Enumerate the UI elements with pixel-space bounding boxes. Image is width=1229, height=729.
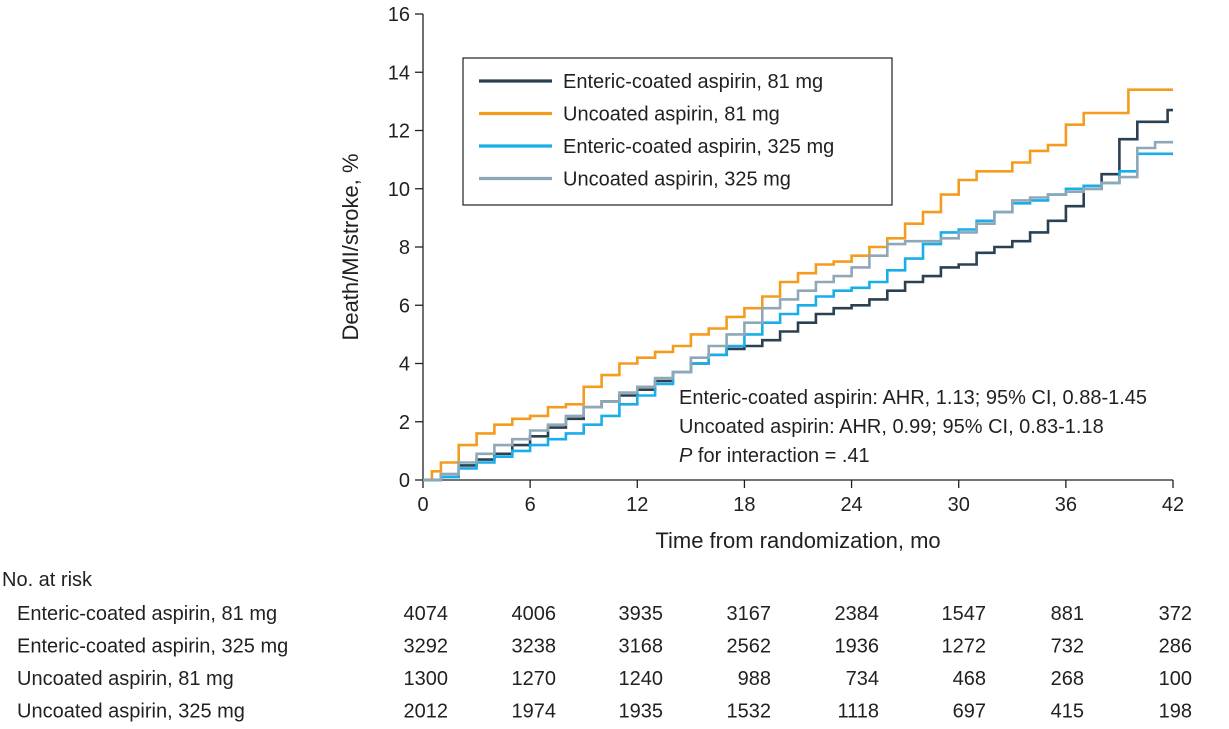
legend: Enteric-coated aspirin, 81 mg Uncoated as… bbox=[462, 57, 893, 206]
risk-value: 3167 bbox=[727, 603, 772, 625]
risk-row-label: Enteric-coated aspirin, 81 mg bbox=[17, 603, 277, 625]
risk-value: 198 bbox=[1159, 701, 1192, 723]
risk-value: 4006 bbox=[512, 603, 557, 625]
risk-value: 3292 bbox=[404, 636, 449, 658]
risk-table-rows: Enteric-coated aspirin, 81 mg 4074 4006 393… bbox=[17, 603, 1192, 723]
series-line-1 bbox=[423, 88, 1173, 482]
y-tick-label: 10 bbox=[388, 179, 410, 201]
x-tick-label: 18 bbox=[733, 494, 755, 516]
x-tick-label: 12 bbox=[626, 494, 648, 516]
risk-value: 1974 bbox=[512, 701, 557, 723]
risk-table: No. at risk Enteric-coated aspirin, 81 m… bbox=[2, 569, 1192, 723]
y-tick-label: 6 bbox=[399, 295, 410, 317]
risk-value: 1547 bbox=[942, 603, 987, 625]
risk-value: 100 bbox=[1159, 668, 1192, 690]
annotation-enteric: Enteric-coated aspirin: AHR, 1.13; 95% C… bbox=[679, 387, 1147, 409]
risk-value: 1532 bbox=[727, 701, 772, 723]
risk-value: 3935 bbox=[619, 603, 664, 625]
legend-label-3: Uncoated aspirin, 325 mg bbox=[563, 169, 791, 191]
risk-value: 468 bbox=[953, 668, 986, 690]
risk-value: 988 bbox=[738, 668, 771, 690]
annotation-p-rest: for interaction = .41 bbox=[692, 445, 869, 467]
x-tick-label: 36 bbox=[1055, 494, 1077, 516]
risk-row-label: Enteric-coated aspirin, 325 mg bbox=[17, 636, 288, 658]
x-tick-label: 6 bbox=[525, 494, 536, 516]
risk-value: 1240 bbox=[619, 668, 664, 690]
x-tick-label: 30 bbox=[948, 494, 970, 516]
y-axis-title: Death/MI/stroke, % bbox=[338, 153, 363, 340]
risk-table-title: No. at risk bbox=[2, 569, 93, 591]
risk-value: 286 bbox=[1159, 636, 1192, 658]
annotation-uncoated: Uncoated aspirin: AHR, 0.99; 95% CI, 0.8… bbox=[679, 416, 1104, 438]
risk-value: 732 bbox=[1051, 636, 1084, 658]
risk-value: 3238 bbox=[512, 636, 557, 658]
x-axis-title: Time from randomization, mo bbox=[655, 528, 940, 553]
risk-value: 268 bbox=[1051, 668, 1084, 690]
hazard-annotation: Enteric-coated aspirin: AHR, 1.13; 95% C… bbox=[679, 387, 1147, 467]
risk-value: 3168 bbox=[619, 636, 664, 658]
risk-value: 2562 bbox=[727, 636, 772, 658]
legend-label-1: Uncoated aspirin, 81 mg bbox=[563, 104, 780, 126]
y-tick-label: 12 bbox=[388, 121, 410, 143]
y-tick-label: 16 bbox=[388, 4, 410, 26]
y-tick-label: 2 bbox=[399, 412, 410, 434]
risk-value: 1300 bbox=[404, 668, 449, 690]
series-line-2 bbox=[423, 152, 1173, 482]
legend-label-2: Enteric-coated aspirin, 325 mg bbox=[563, 136, 834, 158]
annotation-p-italic: P bbox=[679, 445, 693, 467]
y-tick-label: 4 bbox=[399, 354, 410, 376]
risk-value: 415 bbox=[1051, 701, 1084, 723]
risk-value: 372 bbox=[1159, 603, 1192, 625]
risk-value: 1935 bbox=[619, 701, 664, 723]
y-tick-label: 0 bbox=[399, 470, 410, 492]
risk-value: 4074 bbox=[404, 603, 449, 625]
risk-row-label: Uncoated aspirin, 325 mg bbox=[17, 701, 245, 723]
risk-value: 2384 bbox=[835, 603, 880, 625]
series-line-3 bbox=[423, 140, 1173, 482]
x-tick-label: 0 bbox=[417, 494, 428, 516]
risk-value: 2012 bbox=[404, 701, 449, 723]
risk-value: 1272 bbox=[942, 636, 987, 658]
y-tick-label: 8 bbox=[399, 237, 410, 259]
risk-row-label: Uncoated aspirin, 81 mg bbox=[17, 668, 234, 690]
y-tick-label: 14 bbox=[388, 62, 410, 84]
series-lines bbox=[423, 88, 1173, 482]
risk-value: 734 bbox=[846, 668, 879, 690]
x-tick-label: 24 bbox=[840, 494, 862, 516]
x-tick-label: 42 bbox=[1162, 494, 1184, 516]
legend-label-0: Enteric-coated aspirin, 81 mg bbox=[563, 71, 823, 93]
risk-value: 697 bbox=[953, 701, 986, 723]
legend-items: Enteric-coated aspirin, 81 mg Uncoated as… bbox=[479, 71, 834, 191]
annotation-interaction: P for interaction = .41 bbox=[679, 445, 870, 467]
risk-value: 1936 bbox=[835, 636, 880, 658]
risk-value: 881 bbox=[1051, 603, 1084, 625]
risk-value: 1270 bbox=[512, 668, 557, 690]
risk-value: 1118 bbox=[837, 701, 879, 723]
